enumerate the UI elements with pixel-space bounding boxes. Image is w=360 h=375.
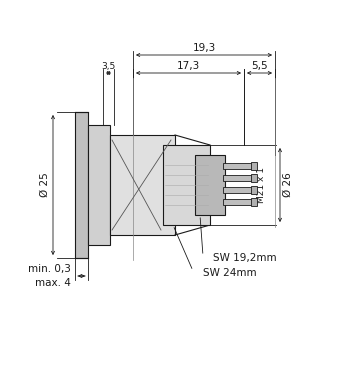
Bar xyxy=(223,175,255,181)
Bar xyxy=(223,199,255,205)
Text: SW 19,2mm: SW 19,2mm xyxy=(213,253,276,263)
Bar xyxy=(88,125,110,245)
Bar xyxy=(251,198,257,206)
Bar xyxy=(110,135,175,235)
Bar xyxy=(251,162,257,170)
Bar xyxy=(195,155,225,215)
Text: SW 24mm: SW 24mm xyxy=(203,268,257,278)
Bar xyxy=(223,163,255,169)
Text: 19,3: 19,3 xyxy=(192,43,216,53)
Bar xyxy=(251,174,257,182)
Text: Ø 25: Ø 25 xyxy=(40,172,50,197)
Text: M21 x 1: M21 x 1 xyxy=(257,167,266,203)
Text: max. 4: max. 4 xyxy=(35,278,71,288)
Bar xyxy=(251,186,257,194)
Bar xyxy=(163,145,210,225)
Text: 5,5: 5,5 xyxy=(251,61,268,71)
Text: 17,3: 17,3 xyxy=(177,61,200,71)
Text: Ø 26: Ø 26 xyxy=(283,172,293,197)
Text: min. 0,3: min. 0,3 xyxy=(28,264,71,274)
Text: 3,5: 3,5 xyxy=(102,62,116,70)
Bar xyxy=(223,187,255,193)
Bar xyxy=(75,112,88,258)
